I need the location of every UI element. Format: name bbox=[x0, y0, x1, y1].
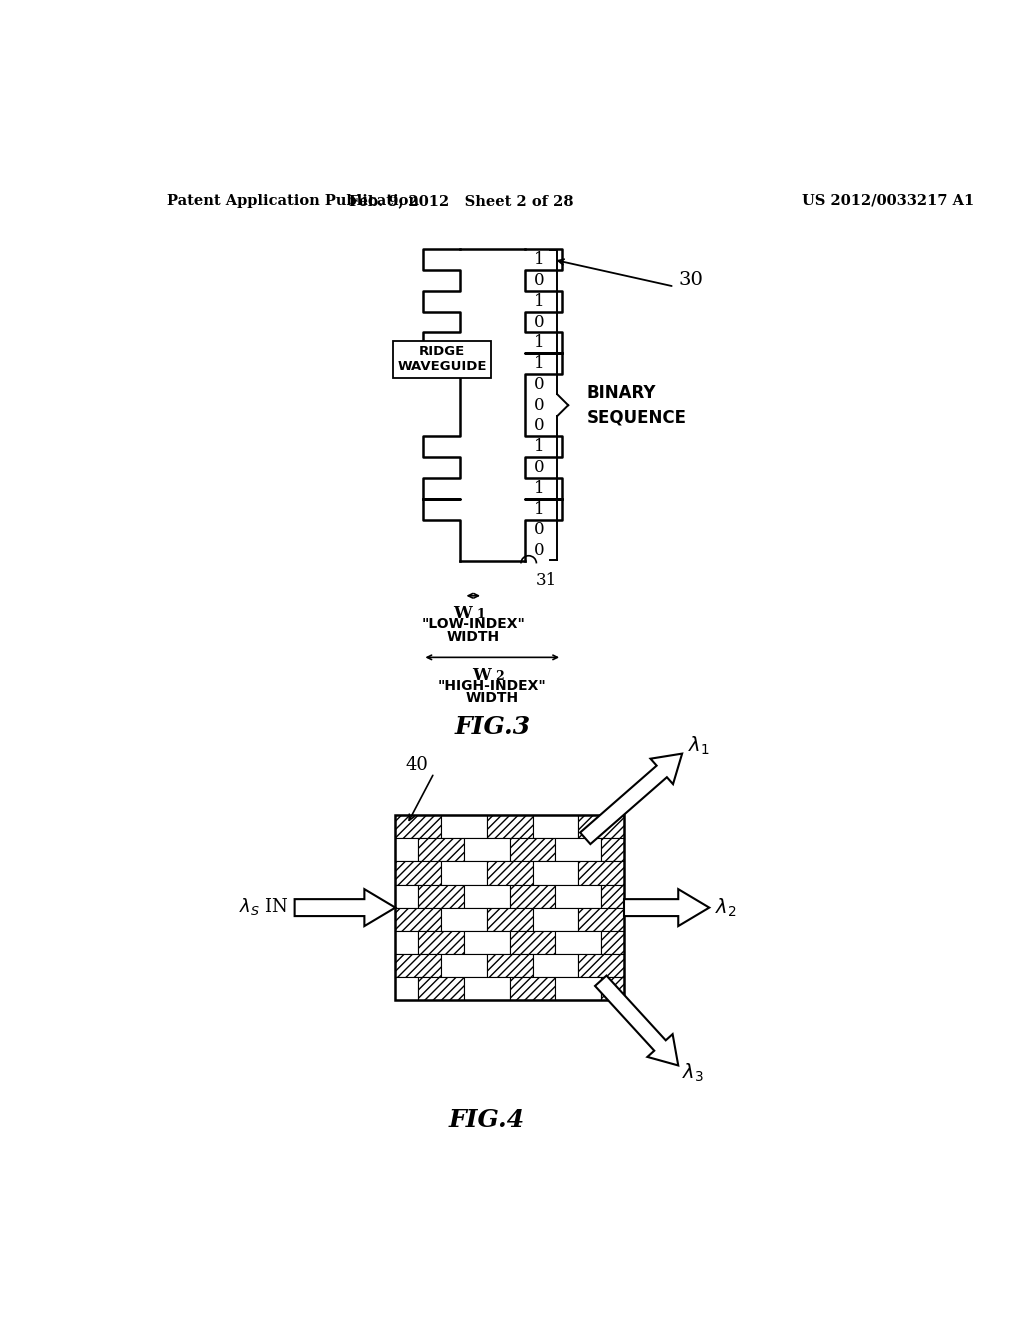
Bar bbox=[555, 931, 601, 954]
Bar bbox=[441, 862, 486, 884]
Bar bbox=[555, 884, 601, 908]
Text: BINARY
SEQUENCE: BINARY SEQUENCE bbox=[587, 384, 687, 426]
Bar bbox=[418, 884, 464, 908]
Text: 31: 31 bbox=[536, 572, 557, 589]
Bar bbox=[395, 816, 624, 1001]
Text: US 2012/0033217 A1: US 2012/0033217 A1 bbox=[802, 194, 975, 207]
Bar bbox=[486, 954, 532, 977]
Polygon shape bbox=[581, 754, 682, 843]
Text: $\lambda_S$ IN: $\lambda_S$ IN bbox=[239, 895, 289, 916]
Bar bbox=[510, 931, 555, 954]
Bar bbox=[532, 954, 579, 977]
Bar bbox=[555, 977, 601, 1001]
Text: 0: 0 bbox=[535, 376, 545, 393]
Bar bbox=[486, 816, 532, 838]
Text: 1: 1 bbox=[535, 334, 545, 351]
Bar bbox=[395, 838, 418, 862]
Bar bbox=[555, 838, 601, 862]
Bar bbox=[441, 954, 486, 977]
Polygon shape bbox=[624, 890, 710, 927]
Text: 40: 40 bbox=[406, 756, 429, 774]
Text: FIG.4: FIG.4 bbox=[449, 1107, 524, 1131]
Text: 1: 1 bbox=[535, 500, 545, 517]
Text: 0: 0 bbox=[535, 459, 545, 477]
Text: 0: 0 bbox=[535, 417, 545, 434]
Text: 2: 2 bbox=[496, 669, 504, 682]
Text: 1: 1 bbox=[535, 293, 545, 310]
Bar bbox=[441, 908, 486, 931]
Bar bbox=[464, 931, 510, 954]
Text: 1: 1 bbox=[535, 355, 545, 372]
Bar bbox=[395, 931, 418, 954]
Text: $\lambda_2$: $\lambda_2$ bbox=[716, 896, 737, 919]
Bar bbox=[486, 862, 532, 884]
Text: RIDGE
WAVEGUIDE: RIDGE WAVEGUIDE bbox=[397, 346, 486, 374]
Text: 30: 30 bbox=[678, 272, 703, 289]
Bar bbox=[601, 838, 624, 862]
Bar bbox=[395, 884, 418, 908]
Bar bbox=[510, 884, 555, 908]
Text: 1: 1 bbox=[535, 480, 545, 496]
Bar bbox=[395, 908, 441, 931]
Bar bbox=[418, 977, 464, 1001]
Text: 1: 1 bbox=[535, 251, 545, 268]
Text: W: W bbox=[472, 667, 490, 684]
Bar bbox=[579, 908, 624, 931]
Bar bbox=[418, 838, 464, 862]
Text: WIDTH: WIDTH bbox=[466, 692, 519, 705]
Text: 0: 0 bbox=[535, 314, 545, 330]
Bar bbox=[510, 838, 555, 862]
Bar bbox=[395, 977, 418, 1001]
Text: 1: 1 bbox=[535, 438, 545, 455]
Bar bbox=[464, 884, 510, 908]
Bar bbox=[441, 816, 486, 838]
Bar bbox=[510, 977, 555, 1001]
Bar bbox=[464, 977, 510, 1001]
Text: Patent Application Publication: Patent Application Publication bbox=[167, 194, 419, 207]
Bar bbox=[395, 862, 441, 884]
Text: 0: 0 bbox=[535, 397, 545, 413]
Bar bbox=[579, 816, 624, 838]
Bar bbox=[601, 884, 624, 908]
Bar bbox=[532, 816, 579, 838]
Text: "HIGH-INDEX": "HIGH-INDEX" bbox=[438, 678, 547, 693]
Polygon shape bbox=[595, 975, 678, 1065]
Text: $\lambda_1$: $\lambda_1$ bbox=[687, 735, 710, 758]
Text: W: W bbox=[453, 605, 472, 622]
Bar bbox=[395, 954, 441, 977]
Bar bbox=[601, 931, 624, 954]
Text: FIG.3: FIG.3 bbox=[455, 715, 530, 739]
Bar bbox=[579, 862, 624, 884]
Text: "LOW-INDEX": "LOW-INDEX" bbox=[421, 618, 525, 631]
Bar bbox=[418, 931, 464, 954]
Bar bbox=[532, 908, 579, 931]
Text: 1: 1 bbox=[476, 609, 485, 622]
Bar bbox=[579, 954, 624, 977]
Text: 0: 0 bbox=[535, 521, 545, 539]
Text: 0: 0 bbox=[535, 272, 545, 289]
Bar bbox=[464, 838, 510, 862]
Bar bbox=[532, 862, 579, 884]
Bar bbox=[395, 816, 441, 838]
Text: $\lambda_3$: $\lambda_3$ bbox=[682, 1063, 705, 1084]
Text: WIDTH: WIDTH bbox=[446, 630, 500, 644]
Text: 0: 0 bbox=[535, 543, 545, 560]
Bar bbox=[601, 977, 624, 1001]
Bar bbox=[486, 908, 532, 931]
Text: Feb. 9, 2012   Sheet 2 of 28: Feb. 9, 2012 Sheet 2 of 28 bbox=[349, 194, 573, 207]
Polygon shape bbox=[295, 890, 395, 927]
